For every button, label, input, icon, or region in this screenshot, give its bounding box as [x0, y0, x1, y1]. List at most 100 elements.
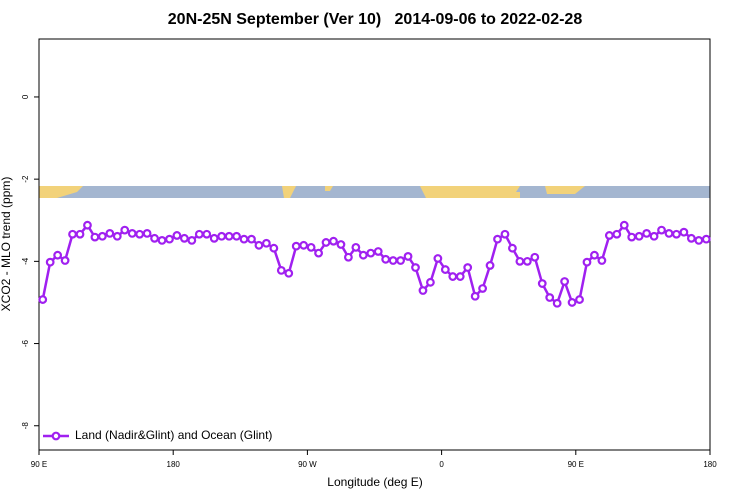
- data-point: [649, 231, 659, 241]
- data-point: [60, 256, 70, 265]
- data-point: [90, 232, 100, 242]
- data-point: [68, 229, 77, 239]
- data-point: [448, 272, 458, 281]
- data-point: [552, 298, 562, 308]
- data-point: [179, 233, 189, 243]
- data-point: [560, 277, 570, 286]
- x-tick-label: 0: [439, 460, 444, 469]
- y-tick-label: 0: [21, 94, 30, 99]
- data-point: [381, 254, 391, 264]
- data-point: [306, 242, 316, 252]
- data-point: [120, 225, 130, 235]
- data-point: [537, 279, 547, 288]
- data-point: [619, 220, 629, 230]
- data-point: [232, 231, 241, 241]
- data-point: [247, 234, 256, 244]
- data-point: [530, 252, 540, 262]
- data-point: [694, 235, 704, 245]
- data-point: [202, 229, 212, 239]
- data-point: [150, 233, 159, 243]
- data-point: [366, 248, 376, 258]
- x-tick-label: 90 W: [298, 460, 317, 469]
- data-point: [664, 229, 674, 238]
- data-point: [478, 284, 488, 293]
- data-point: [291, 241, 301, 251]
- data-point: [53, 250, 63, 260]
- data-point: [209, 233, 219, 243]
- data-point: [329, 236, 338, 246]
- data-point: [582, 257, 592, 267]
- y-tick-label: -6: [21, 339, 30, 347]
- y-tick-label: -4: [21, 257, 30, 265]
- data-point: [634, 231, 644, 241]
- data-point: [388, 256, 398, 265]
- data-point: [396, 256, 405, 265]
- data-point: [157, 235, 167, 245]
- data-point: [38, 295, 48, 304]
- data-point: [627, 232, 637, 242]
- data-point: [314, 248, 323, 258]
- data-point: [470, 291, 480, 301]
- y-tick-label: -2: [21, 175, 30, 183]
- data-point: [500, 229, 510, 239]
- data-point: [112, 231, 122, 241]
- x-tick-label: 90 E: [31, 460, 47, 469]
- data-point: [567, 298, 577, 307]
- data-point: [276, 265, 286, 275]
- data-point: [612, 229, 622, 239]
- data-point: [321, 238, 331, 247]
- data-point: [522, 256, 532, 266]
- data-point: [485, 261, 495, 270]
- data-point: [217, 231, 227, 241]
- data-point: [351, 242, 361, 252]
- data-point: [105, 229, 115, 238]
- data-point: [336, 240, 346, 249]
- data-point: [508, 243, 517, 253]
- data-point: [83, 220, 92, 230]
- chart-title: 20N-25N September (Ver 10) 2014-09-06 to…: [168, 11, 583, 28]
- data-point: [686, 233, 696, 243]
- data-point: [455, 272, 465, 281]
- legend-label: Land (Nadir&Glint) and Ocean (Glint): [75, 428, 272, 442]
- data-point: [493, 234, 502, 244]
- data-point: [679, 227, 689, 237]
- data-point: [135, 229, 145, 239]
- data-point: [657, 225, 666, 235]
- data-point: [194, 229, 204, 239]
- data-point: [515, 256, 525, 266]
- data-point: [269, 243, 279, 253]
- data-point: [97, 231, 107, 241]
- data-point: [284, 268, 294, 278]
- data-point: [418, 286, 428, 295]
- data-point: [642, 229, 652, 238]
- legend-marker: [51, 431, 61, 441]
- data-point: [672, 229, 681, 239]
- data-point: [440, 265, 450, 274]
- data-point: [165, 234, 174, 244]
- y-tick-label: -8: [21, 422, 30, 430]
- x-axis-label: Longitude (deg E): [327, 475, 422, 489]
- data-point: [187, 235, 197, 245]
- data-point: [411, 263, 420, 272]
- data-point: [545, 293, 555, 302]
- data-point: [239, 234, 249, 244]
- data-point: [604, 231, 614, 240]
- y-axis-label: XCO2 - MLO trend (ppm): [0, 177, 13, 312]
- x-tick-label: 90 E: [568, 460, 584, 469]
- data-point: [261, 238, 271, 248]
- data-point: [344, 252, 353, 262]
- data-point: [463, 263, 473, 272]
- data-point: [127, 229, 137, 238]
- data-point: [426, 277, 435, 287]
- data-point: [299, 240, 309, 250]
- data-point: [403, 252, 413, 261]
- data-point: [254, 240, 264, 250]
- data-point: [597, 256, 607, 265]
- data-point: [142, 229, 152, 238]
- data-point: [701, 234, 711, 244]
- data-point: [358, 250, 368, 260]
- data-point: [575, 295, 584, 304]
- plot-frame: [38, 38, 711, 451]
- data-point: [45, 257, 55, 267]
